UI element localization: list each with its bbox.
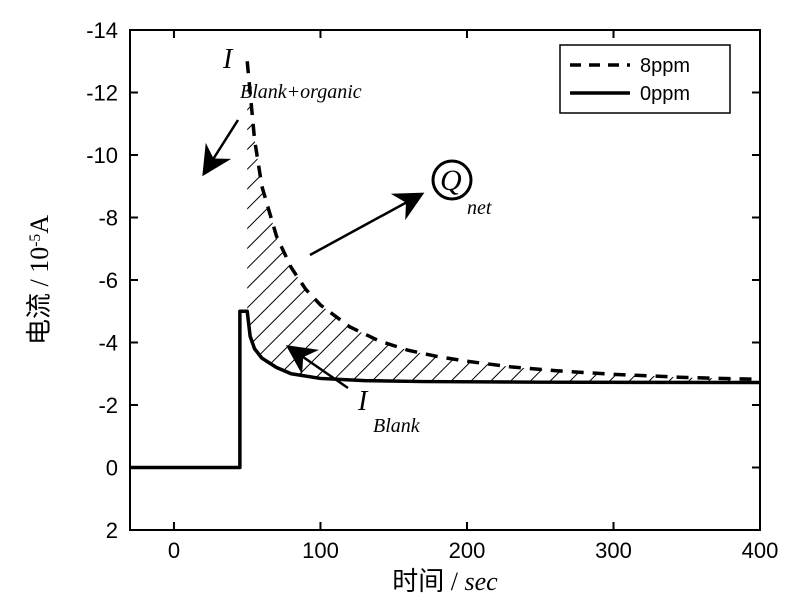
annot-i-blank-label-sub: Blank [373,415,421,437]
annot-q-net-label-main: Q [440,164,462,197]
legend-label: 0ppm [640,83,690,105]
x-tick-label: 200 [449,538,486,563]
annotation-arrow [205,120,238,172]
annot-q-net-label-sub: net [467,197,492,219]
y-axis-label: 电流 / 10-5A [25,215,54,345]
y-tick-label: -4 [98,331,118,356]
y-tick-label: 2 [106,518,118,543]
x-tick-label: 300 [595,538,632,563]
y-tick-label: -6 [98,268,118,293]
x-tick-label: 400 [742,538,779,563]
legend-label: 8ppm [640,55,690,77]
y-tick-label: -2 [98,393,118,418]
series-blank-line [130,311,760,467]
x-tick-label: 0 [168,538,180,563]
annot-i-blank-organic-label-main: I [222,44,234,75]
chart-svg: 0 100 200 300 400 -14 -12 -10 -8 -6 -4 -2 0 2 时间 / sec… [0,0,800,607]
annot-i-blank-organic-label-sub: Blank+organic [240,81,362,103]
y-tick-label: -14 [86,18,118,43]
x-tick-label: 100 [302,538,339,563]
y-tick-label: -8 [98,206,118,231]
y-tick-label: 0 [106,456,118,481]
y-tick-label: -12 [86,81,118,106]
chart-container: 0 100 200 300 400 -14 -12 -10 -8 -6 -4 -2 0 2 时间 / sec… [0,0,800,607]
annot-i-blank-label-main: I [357,386,369,417]
x-axis-label: 时间 / sec [392,567,498,596]
annotation-arrow [310,195,420,255]
y-tick-label: -10 [86,143,118,168]
